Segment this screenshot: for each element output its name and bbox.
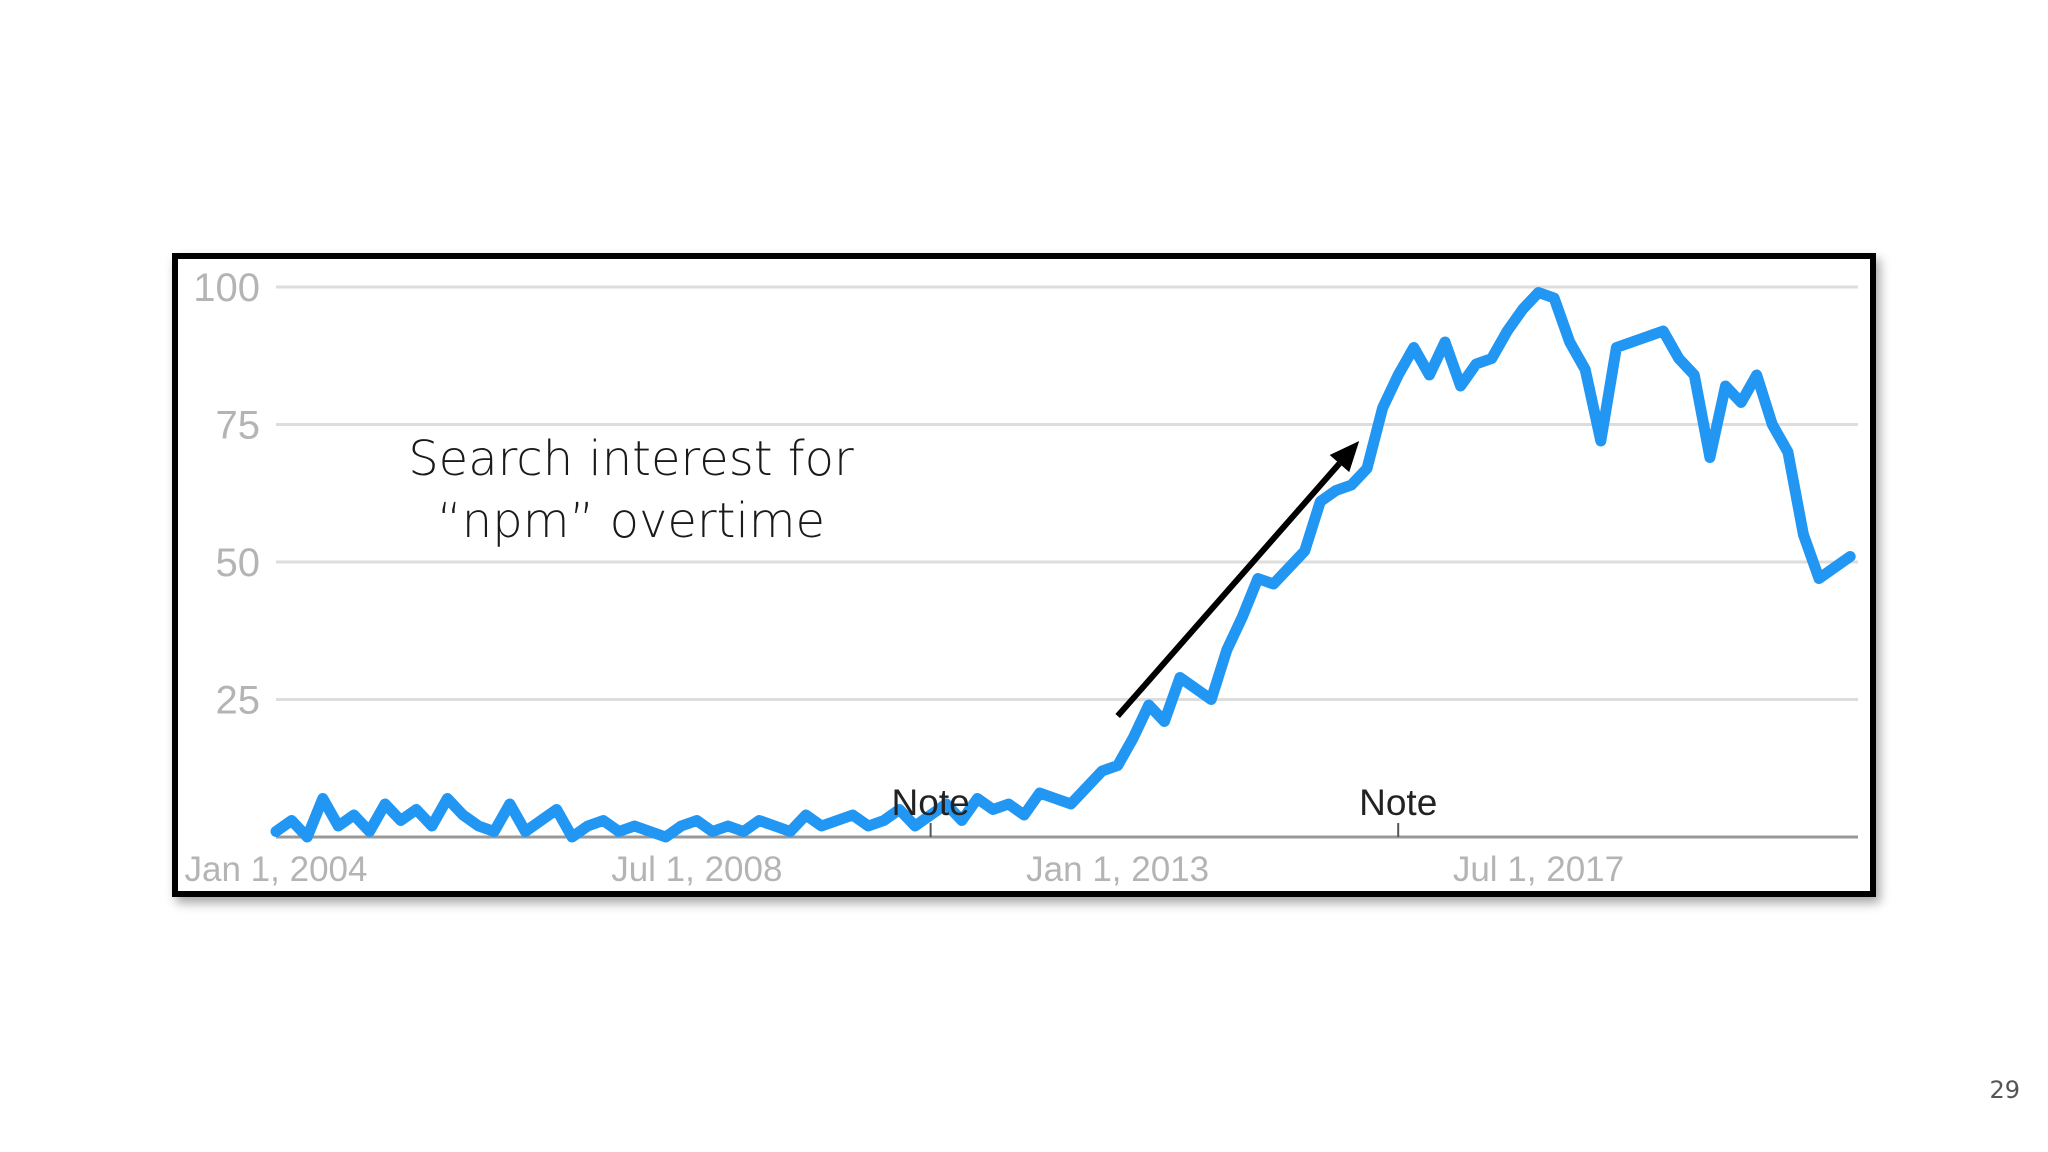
annotation-line-2: “npm” overtime	[436, 493, 826, 549]
y-tick-label: 100	[193, 266, 260, 310]
x-tick-label: Jan 1, 2004	[185, 850, 368, 889]
series-line	[270, 287, 1856, 843]
page-number: 29	[1989, 1076, 2020, 1104]
trend-arrow-shaft	[1115, 461, 1342, 718]
chart-frame: 100 75 50 25 Jan 1, 2004 Jul 1, 2008 Jan 1, 20…	[172, 253, 1876, 897]
y-tick-label: 75	[216, 404, 261, 448]
annotation-line-1: Search interest for	[408, 431, 854, 487]
trend-arrow-head	[1329, 441, 1360, 473]
note-label: Note	[1359, 782, 1437, 823]
chart-annotation: Search interest for “npm” overtime	[338, 428, 924, 552]
y-tick-label: 25	[216, 679, 261, 723]
x-tick-label: Jul 1, 2008	[611, 850, 782, 889]
trend-chart: 100 75 50 25 Jan 1, 2004 Jul 1, 2008 Jan 1, 20…	[185, 266, 1858, 889]
y-tick-label: 50	[216, 541, 261, 585]
x-tick-label: Jul 1, 2017	[1453, 850, 1624, 889]
x-tick-label: Jan 1, 2013	[1026, 850, 1209, 889]
note-label: Note	[892, 782, 970, 823]
